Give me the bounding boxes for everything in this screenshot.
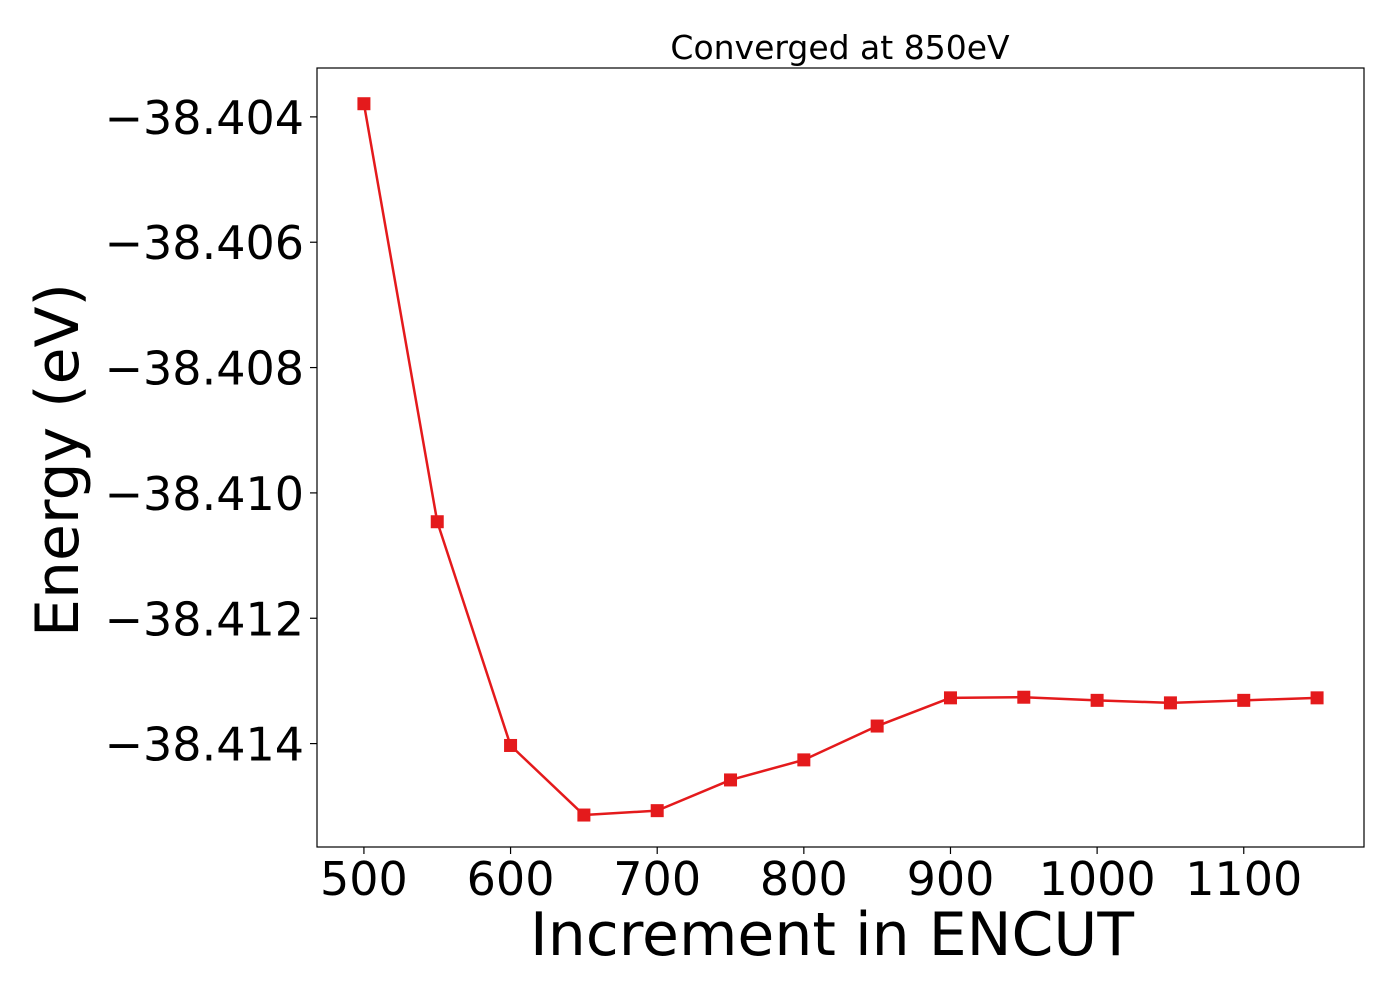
y-axis-label: Energy (eV) <box>23 283 93 637</box>
x-tick-label: 700 <box>613 852 701 906</box>
x-tick-label: 900 <box>907 852 995 906</box>
plot-frame <box>316 67 1365 848</box>
x-tick-label: 1000 <box>1039 852 1156 906</box>
plot-area <box>357 97 1324 822</box>
y-tick-label: −38.410 <box>105 467 305 521</box>
data-point <box>1237 693 1251 707</box>
data-point <box>943 691 957 705</box>
y-tick-label: −38.412 <box>105 592 305 646</box>
data-point <box>1310 691 1324 705</box>
x-tick-label: 500 <box>320 852 408 906</box>
x-tick-label: 1100 <box>1185 852 1302 906</box>
data-point <box>797 753 811 767</box>
chart-title: Converged at 850eV <box>670 28 1010 67</box>
x-axis: 500 600 700 800 900 1000 1100 <box>320 847 1302 906</box>
series-line <box>362 103 1318 817</box>
data-point <box>650 804 664 818</box>
data-point <box>504 738 518 752</box>
y-tick-label: −38.414 <box>105 718 305 772</box>
data-point <box>1163 696 1177 710</box>
y-tick-label: −38.406 <box>105 216 305 270</box>
y-tick-label: −38.404 <box>105 91 305 145</box>
y-tick-label: −38.408 <box>105 342 305 396</box>
data-point <box>430 515 444 529</box>
data-point <box>870 719 884 733</box>
data-point <box>1090 693 1104 707</box>
y-axis: −38.404 −38.406 −38.408 −38.410 −38.412 −38.4… <box>105 91 317 772</box>
data-point <box>1017 690 1031 704</box>
data-point <box>357 97 371 111</box>
x-axis-label: Increment in ENCUT <box>530 900 1134 970</box>
x-tick-label: 800 <box>760 852 848 906</box>
data-point <box>577 808 591 822</box>
data-point <box>724 773 738 787</box>
x-tick-label: 600 <box>467 852 555 906</box>
